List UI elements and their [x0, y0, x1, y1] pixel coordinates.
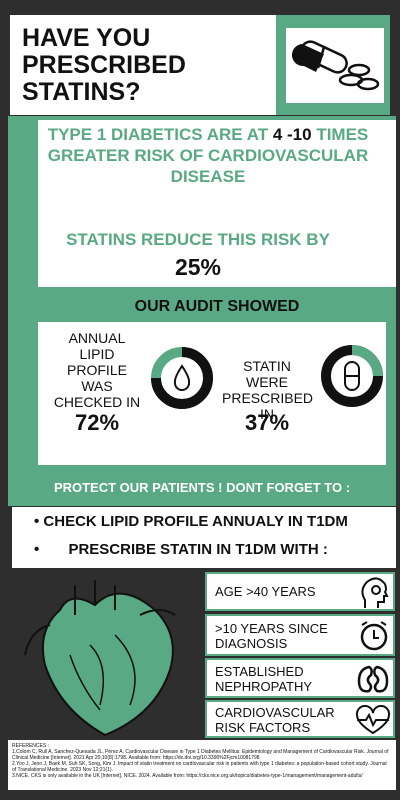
icon-box [276, 15, 390, 115]
audit-value: 72% [74, 410, 120, 435]
reference: 3.NICE. CKS is only available in the UK … [12, 773, 363, 779]
reduction-value: 25% [174, 254, 222, 280]
risk-after: TIMES GREATER RISK OF CARDIOVASCULAR DIS… [47, 125, 369, 186]
risk-box: TYPE 1 DIABETICS ARE AT 4 -10 TIMES GREA… [38, 120, 396, 287]
audit-box: ANNUAL LIPID PROFILE WAS CHECKED IN 72% … [38, 322, 386, 465]
bullet: • CHECK LIPID PROFILE ANNUALY IN T1DM [34, 513, 348, 530]
audit-value: 37% [244, 410, 290, 435]
criteria-box: ESTABLISHED NEPHROPATHY [205, 658, 395, 698]
title-box: HAVE YOU PRESCRIBED STATINS? [10, 15, 276, 115]
criteria-text: ESTABLISHED NEPHROPATHY [215, 664, 313, 694]
kidney-icon [357, 665, 389, 693]
criteria-box: CARDIOVASCULAR RISK FACTORS [205, 700, 395, 738]
reduction-text: STATINS REDUCE THIS RISK BY [66, 230, 330, 249]
risk-range: 4 -10 [272, 125, 312, 144]
donut-icon [151, 347, 213, 409]
icon-bg [286, 28, 384, 103]
clock-icon [360, 621, 388, 651]
bullet-text: PRESCRIBE STATIN IN T1DM WITH : [68, 541, 328, 558]
criteria-box: AGE >40 YEARS [205, 572, 395, 611]
audit-label: ANNUAL LIPID PROFILE WAS CHECKED IN [53, 330, 141, 410]
criteria-box: >10 YEARS SINCE DIAGNOSIS [205, 614, 395, 656]
reference: 2.Yoo J, Jeon J, Baek M, Suh SK, Song, K… [12, 761, 387, 773]
bullet: • PRESCRIBE STATIN IN T1DM WITH : [34, 541, 328, 558]
audit-label: STATIN WERE PRESCRIBED IN [222, 358, 314, 422]
reminder-box: • CHECK LIPID PROFILE ANNUALY IN T1DM • … [12, 507, 396, 568]
reference: 1.Colom C, Rull A, Sanchez-Quesada JL, P… [12, 749, 389, 761]
criteria-list: AGE >40 YEARS >10 YEARS SINCE DIAGNOSIS … [205, 572, 395, 738]
criteria-text: AGE >40 YEARS [215, 584, 316, 599]
references-title: REFERENCES : [12, 743, 49, 749]
head-icon [361, 577, 389, 608]
title: HAVE YOU PRESCRIBED STATINS? [22, 24, 186, 106]
risk-text: TYPE 1 DIABETICS ARE AT 4 -10 TIMES GREA… [38, 124, 378, 187]
pill-icon [291, 40, 380, 91]
audit-title: OUR AUDIT SHOWED [134, 298, 300, 315]
bullet-text: CHECK LIPID PROFILE ANNUALY IN T1DM [43, 513, 348, 530]
heartbeat-icon [355, 705, 391, 735]
criteria-text: CARDIOVASCULAR RISK FACTORS [215, 705, 335, 735]
risk-before: TYPE 1 DIABETICS ARE AT [47, 125, 269, 144]
reminder-title: PROTECT OUR PATIENTS ! DONT FORGET TO : [8, 470, 396, 506]
criteria-text: >10 YEARS SINCE DIAGNOSIS [215, 621, 328, 651]
heart-illustration [24, 580, 176, 737]
references-box: REFERENCES : 1.Colom C, Rull A, Sanchez-… [8, 740, 396, 790]
donut-icon [321, 345, 383, 407]
